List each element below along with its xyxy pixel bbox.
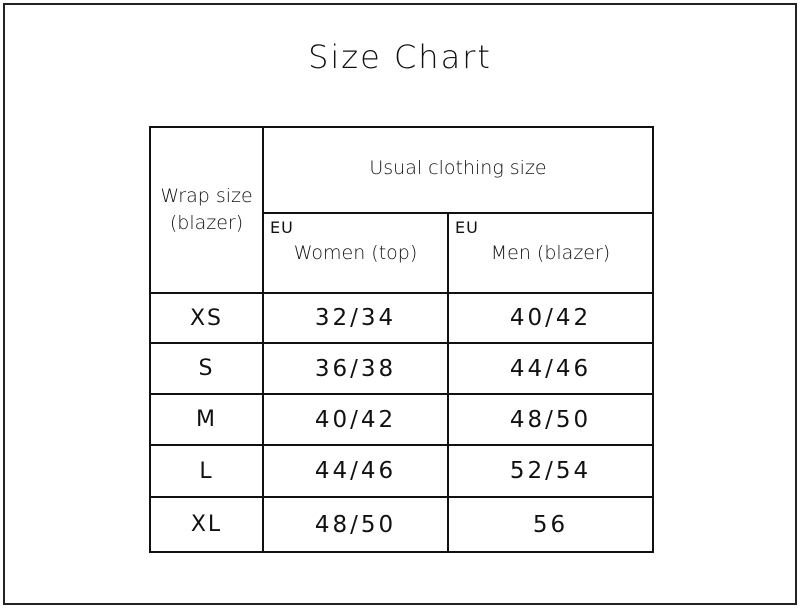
women-size-cell: 48/50 <box>262 496 449 553</box>
women-size-cell: 40/42 <box>262 393 449 446</box>
women-size-cell: 36/38 <box>262 342 449 395</box>
men-column-header: EU Men (blazer) <box>447 212 654 294</box>
page-frame <box>3 3 797 605</box>
men-size-cell: 52/54 <box>447 444 654 498</box>
column-label: Men (blazer) <box>490 242 611 264</box>
men-size-cell: 48/50 <box>447 393 654 446</box>
men-size-cell: 44/46 <box>447 342 654 395</box>
column-label: Women (top) <box>293 242 418 264</box>
region-label: EU <box>455 218 479 237</box>
wrap-size-header: Wrap size (blazer) <box>149 126 264 294</box>
men-size-cell: 40/42 <box>447 292 654 344</box>
women-column-header: EU Women (top) <box>262 212 449 294</box>
women-size-cell: 32/34 <box>262 292 449 344</box>
region-label: EU <box>270 218 294 237</box>
page-title: Size Chart <box>308 38 492 76</box>
size-cell: L <box>149 444 264 498</box>
women-size-cell: 44/46 <box>262 444 449 498</box>
usual-size-header: Usual clothing size <box>262 126 654 214</box>
size-cell: XL <box>149 496 264 553</box>
size-cell: M <box>149 393 264 446</box>
men-size-cell: 56 <box>447 496 654 553</box>
size-cell: XS <box>149 292 264 344</box>
size-cell: S <box>149 342 264 395</box>
